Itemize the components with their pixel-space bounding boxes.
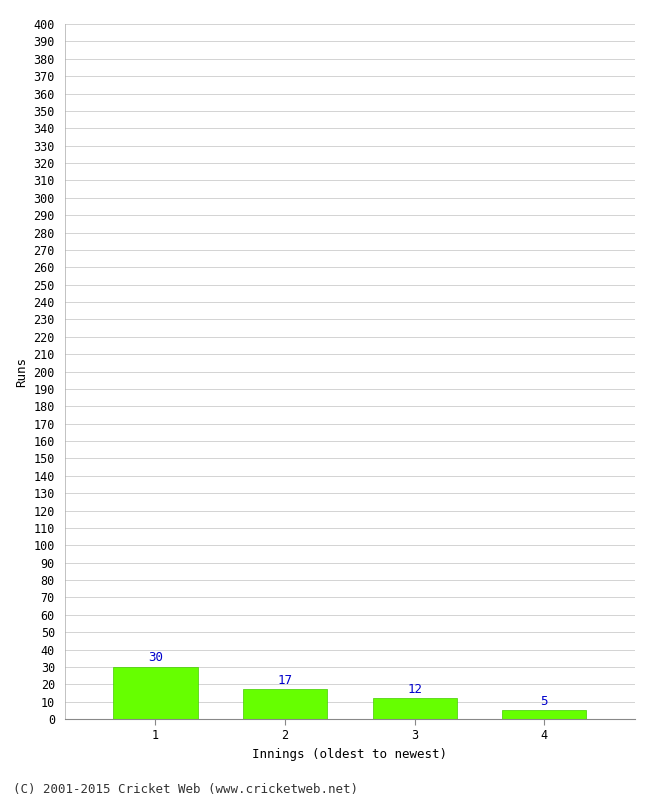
X-axis label: Innings (oldest to newest): Innings (oldest to newest) xyxy=(252,748,447,761)
Y-axis label: Runs: Runs xyxy=(15,357,28,386)
Text: 17: 17 xyxy=(278,674,292,687)
Text: 30: 30 xyxy=(148,651,163,664)
Text: (C) 2001-2015 Cricket Web (www.cricketweb.net): (C) 2001-2015 Cricket Web (www.cricketwe… xyxy=(13,783,358,796)
Bar xyxy=(502,710,586,719)
Bar xyxy=(243,690,327,719)
Text: 5: 5 xyxy=(541,694,548,708)
Text: 12: 12 xyxy=(407,682,422,695)
Bar xyxy=(372,698,457,719)
Bar xyxy=(113,667,198,719)
